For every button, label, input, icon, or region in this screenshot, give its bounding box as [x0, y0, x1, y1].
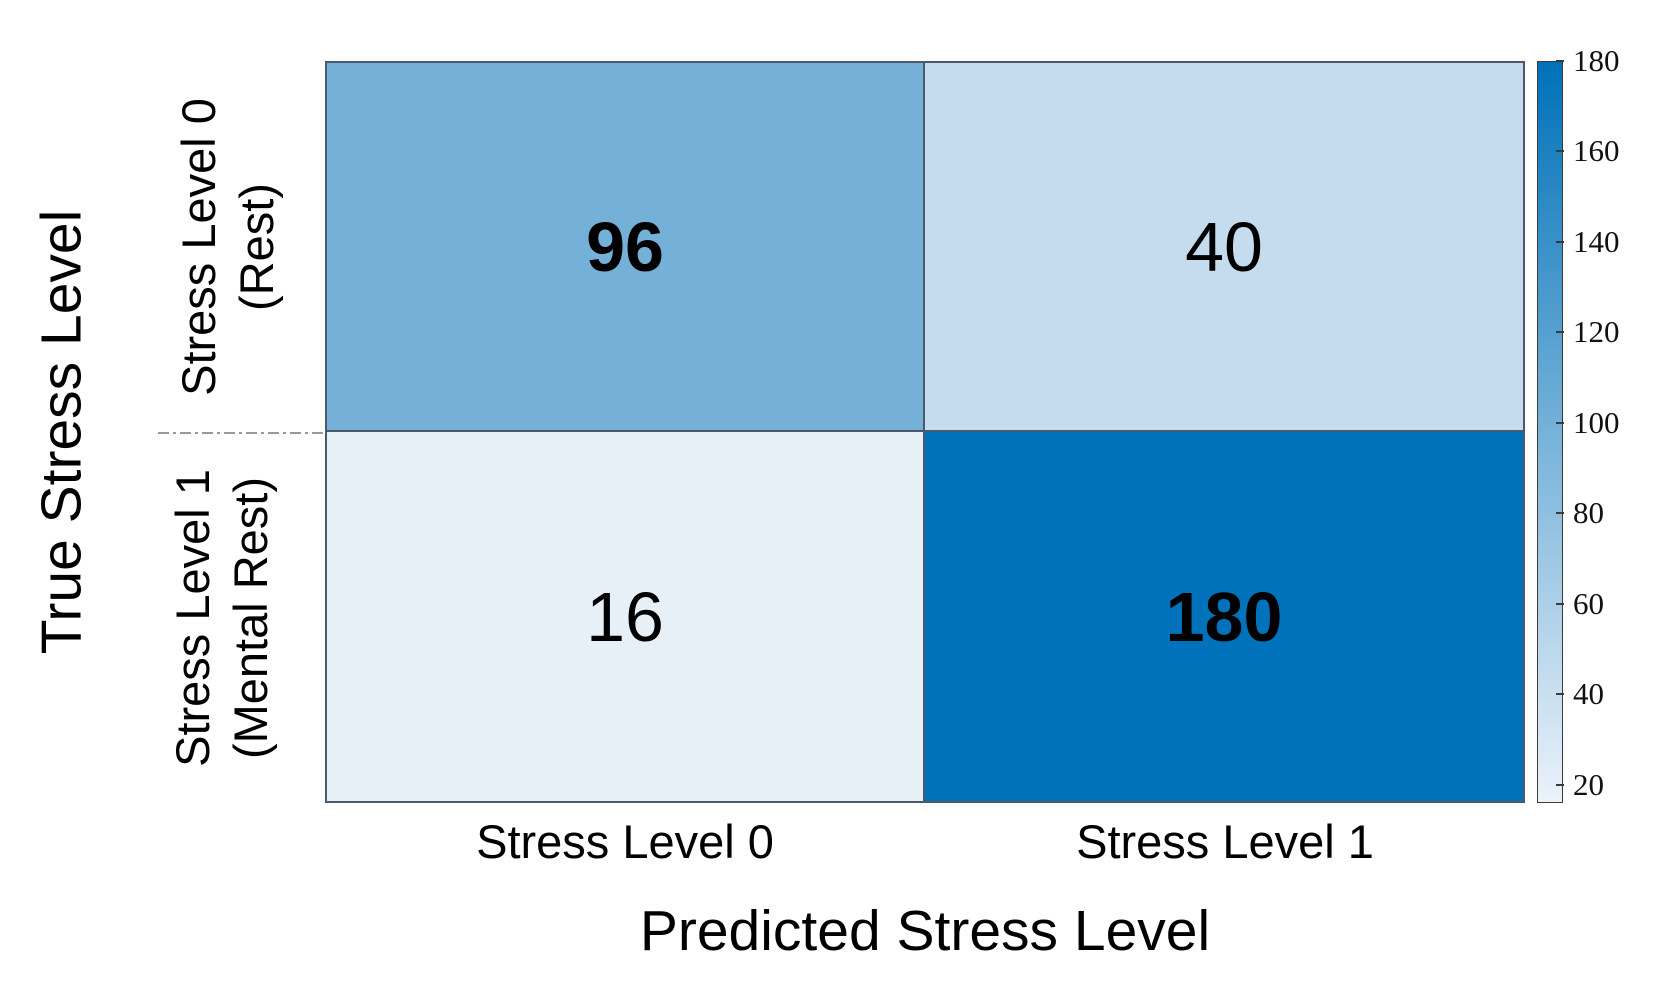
colorbar-tick-label: 140 — [1573, 223, 1620, 259]
colorbar-tick-label: 20 — [1573, 766, 1604, 802]
colorbar-tick-label: 100 — [1573, 404, 1620, 440]
y-tick-row-0-line2: (Rest) — [230, 183, 283, 311]
colorbar-tick-label: 180 — [1573, 43, 1620, 78]
colorbar-tick-mark — [1556, 150, 1564, 153]
colorbar-tick-label: 40 — [1573, 676, 1604, 712]
y-axis-label: True Stress Level — [29, 209, 94, 655]
x-tick-col-1: Stress Level 1 — [1076, 815, 1374, 868]
colorbar-gradient — [1537, 61, 1563, 803]
colorbar-tick-label: 120 — [1573, 314, 1620, 350]
colorbar-tick-mark — [1556, 60, 1564, 62]
y-tick-row-1-line2: (Mental Rest) — [224, 476, 277, 760]
colorbar-tick-label: 80 — [1573, 495, 1604, 531]
x-axis-label: Predicted Stress Level — [639, 899, 1211, 963]
y-tick-row-1-line1: Stress Level 1 — [166, 469, 219, 767]
colorbar-tick-mark — [1556, 421, 1564, 424]
matrix-cell-1-0-value: 16 — [586, 577, 664, 656]
matrix-cell-1-0: 16 — [327, 432, 925, 801]
matrix-cell-0-0-value: 96 — [586, 207, 664, 286]
matrix-cell-1-1-value: 180 — [1165, 577, 1283, 656]
y-tick-row-0: Stress Level 0 (Rest) — [170, 98, 286, 396]
matrix-cell-0-1: 40 — [925, 63, 1523, 432]
y-tick-row-0-line1: Stress Level 0 — [172, 98, 225, 396]
row-label-divider — [158, 432, 325, 434]
colorbar-tick-mark — [1556, 693, 1564, 696]
matrix-cell-1-1: 180 — [925, 432, 1523, 801]
matrix-cell-0-1-value: 40 — [1185, 207, 1263, 286]
confusion-matrix-plot: 96 40 16 180 — [325, 61, 1525, 803]
colorbar-tick-mark — [1556, 331, 1564, 334]
y-tick-row-1: Stress Level 1 (Mental Rest) — [164, 469, 280, 767]
colorbar-tick-label: 160 — [1573, 133, 1620, 169]
colorbar-tick-mark — [1556, 240, 1564, 243]
colorbar-tick-mark — [1556, 783, 1564, 786]
x-tick-col-0: Stress Level 0 — [476, 815, 774, 868]
colorbar-tick-mark — [1556, 512, 1564, 515]
colorbar-tick-label: 60 — [1573, 585, 1604, 621]
colorbar-tick-mark — [1556, 602, 1564, 605]
matrix-cell-0-0: 96 — [327, 63, 925, 432]
